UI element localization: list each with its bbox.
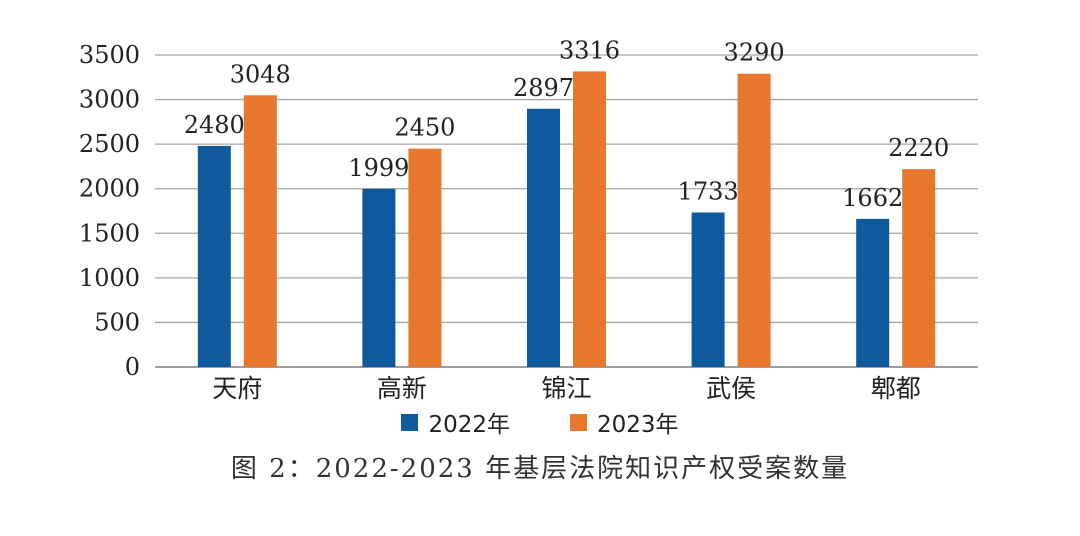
data-label: 1662	[842, 184, 903, 212]
data-label: 1999	[348, 154, 409, 182]
y-tick-label: 0	[125, 353, 140, 381]
legend-label-2023: 2023年	[597, 412, 679, 438]
bar	[243, 95, 277, 367]
x-tick-label: 武侯	[706, 374, 756, 400]
legend: 2022年 2023年	[0, 405, 1080, 439]
bar	[573, 71, 606, 367]
y-tick-label: 2500	[79, 130, 140, 158]
y-tick-label: 3000	[79, 86, 140, 114]
y-tick-label: 2000	[79, 175, 140, 203]
data-label: 2220	[888, 134, 949, 162]
x-tick-label: 郫都	[871, 374, 921, 400]
y-tick-label: 500	[94, 308, 140, 336]
x-tick-label: 锦江	[541, 374, 591, 400]
bar	[408, 148, 442, 367]
bar-chart: 0 500 1000 1500 2000 2500 3000 3500 2480 3048 天府 19…	[79, 36, 978, 400]
data-label: 2480	[184, 111, 245, 139]
bar	[197, 145, 231, 367]
data-label: 2450	[394, 114, 455, 142]
legend-swatch-2023	[570, 413, 587, 431]
y-tick-label: 1000	[79, 264, 140, 292]
bar	[737, 73, 771, 367]
y-tick-label: 3500	[79, 41, 140, 69]
bar	[527, 108, 560, 367]
data-label: 3290	[724, 39, 785, 67]
data-label: 2897	[513, 74, 574, 102]
bar	[691, 212, 725, 367]
legend-item-2023: 2023年	[570, 405, 679, 439]
legend-swatch-2022	[401, 413, 419, 431]
bar	[902, 169, 936, 367]
legend-item-2022: 2022年	[401, 405, 510, 439]
data-label: 3316	[559, 36, 620, 64]
x-tick-label: 高新	[377, 374, 427, 400]
legend-label-2022: 2022年	[428, 412, 510, 438]
x-tick-label: 天府	[212, 374, 262, 400]
bar	[362, 188, 396, 367]
data-label: 1733	[678, 178, 739, 206]
bar	[856, 218, 890, 367]
y-tick-label: 1500	[79, 219, 140, 247]
data-label: 3048	[230, 60, 291, 88]
figure-caption: 图 2：2022-2023 年基层法院知识产权受案数量	[230, 454, 850, 484]
